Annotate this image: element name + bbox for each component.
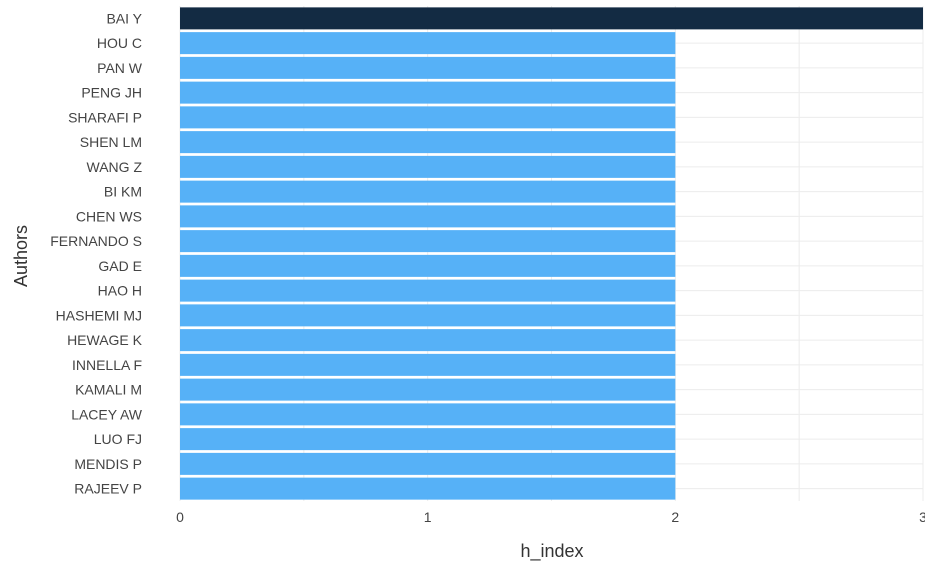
x-tick-labels: 0 1 2 3 [176,509,925,525]
bar[interactable] [180,403,676,426]
y-tick-label: HOU C [97,35,142,51]
x-tick-label: 0 [176,509,184,525]
bar[interactable] [180,32,676,55]
bar[interactable] [180,378,676,401]
bar[interactable] [180,131,676,154]
bar[interactable] [180,254,676,277]
bar[interactable] [180,477,676,500]
y-tick-label: SHARAFI P [68,109,142,125]
y-tick-label: PENG JH [81,85,142,101]
y-tick-label: PAN W [97,60,143,76]
bar[interactable] [180,353,676,376]
y-tick-label: GAD E [98,258,142,274]
y-tick-label: LACEY AW [71,406,143,422]
y-tick-label: FERNANDO S [50,233,142,249]
x-tick-label: 2 [671,509,679,525]
bar[interactable] [180,452,676,475]
y-tick-labels: BAI Y HOU C PAN W PENG JH SHARAFI P SHEN LM WA… [50,10,143,496]
bar[interactable] [180,230,676,253]
bar[interactable] [180,81,676,104]
y-tick-label: HEWAGE K [67,332,143,348]
bar[interactable] [180,304,676,327]
x-tick-label: 3 [919,509,925,525]
y-tick-label: SHEN LM [80,134,142,150]
y-tick-label: RAJEEV P [74,481,142,497]
grid-layer [179,6,924,501]
y-tick-label: KAMALI M [75,382,142,398]
y-tick-label: INNELLA F [72,357,142,373]
x-tick-label: 1 [424,509,432,525]
bar[interactable] [180,205,676,228]
y-tick-label: CHEN WS [76,208,142,224]
y-tick-label: MENDIS P [74,456,142,472]
bar[interactable] [180,428,676,451]
bar[interactable] [180,329,676,352]
y-tick-label: BAI Y [106,10,142,26]
bar[interactable] [180,155,676,178]
bar[interactable] [180,7,923,30]
y-tick-label: HASHEMI MJ [56,307,142,323]
bars-layer [180,7,923,500]
bar[interactable] [180,106,676,129]
x-axis-title: h_index [520,541,583,562]
y-tick-label: HAO H [98,283,142,299]
y-tick-label: BI KM [104,184,142,200]
bar[interactable] [180,279,676,302]
bar[interactable] [180,180,676,203]
bar[interactable] [180,56,676,79]
y-axis-title: Authors [11,225,31,287]
y-tick-label: WANG Z [87,159,143,175]
y-tick-label: LUO FJ [94,431,142,447]
